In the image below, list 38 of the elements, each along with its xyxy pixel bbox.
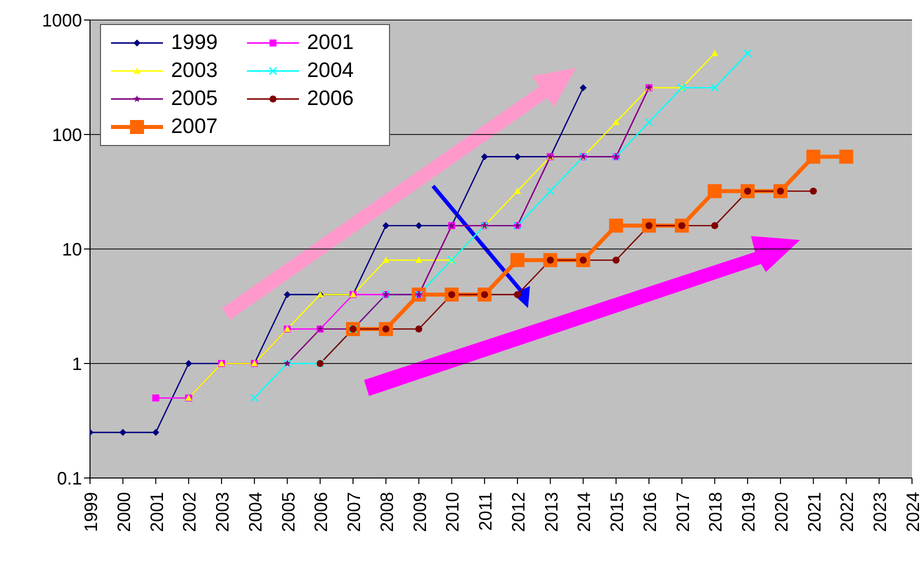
legend-label: 2007 bbox=[171, 115, 218, 139]
y-tick-label: 1 bbox=[72, 354, 82, 374]
legend-label: 1999 bbox=[171, 31, 218, 55]
x-tick-label: 2020 bbox=[771, 492, 792, 532]
legend-label: 2005 bbox=[171, 87, 218, 111]
x-tick-label: 1999 bbox=[81, 492, 101, 532]
x-tick-label: 2008 bbox=[376, 492, 397, 532]
x-tick-label: 2005 bbox=[278, 492, 298, 532]
x-tick-label: 2023 bbox=[870, 492, 890, 532]
x-tick-label: 2011 bbox=[476, 492, 496, 531]
x-tick-label: 2024 bbox=[903, 492, 922, 532]
legend-label: 2006 bbox=[307, 87, 354, 111]
y-tick-label: 10 bbox=[62, 239, 82, 260]
legend-label: 2001 bbox=[307, 31, 354, 55]
y-tick-label: 1000 bbox=[42, 10, 82, 30]
legend-label: 2003 bbox=[171, 59, 218, 83]
x-tick-label: 2018 bbox=[706, 492, 726, 532]
x-tick-label: 2003 bbox=[212, 492, 233, 532]
x-tick-label: 2021 bbox=[804, 492, 824, 532]
x-tick-label: 2002 bbox=[180, 492, 200, 532]
x-tick-label: 2015 bbox=[607, 492, 628, 532]
x-tick-label: 2013 bbox=[541, 492, 562, 532]
x-tick-label: 2019 bbox=[738, 492, 759, 532]
x-tick-label: 2009 bbox=[410, 492, 430, 532]
x-tick-label: 2004 bbox=[245, 492, 266, 532]
x-tick-label: 2017 bbox=[672, 492, 693, 532]
x-tick-label: 2016 bbox=[640, 492, 660, 532]
legend-label: 2004 bbox=[307, 59, 354, 83]
x-tick-label: 2012 bbox=[508, 492, 528, 532]
x-tick-label: 2001 bbox=[146, 492, 167, 532]
x-tick-label: 2010 bbox=[442, 492, 463, 532]
x-tick-label: 2014 bbox=[574, 492, 594, 532]
y-tick-label: 0.1 bbox=[56, 468, 82, 488]
x-tick-label: 2007 bbox=[344, 492, 364, 532]
y-tick-label: 100 bbox=[52, 124, 82, 145]
x-tick-label: 2022 bbox=[837, 492, 858, 532]
x-tick-label: 2000 bbox=[114, 492, 134, 532]
x-tick-label: 2006 bbox=[311, 492, 332, 532]
